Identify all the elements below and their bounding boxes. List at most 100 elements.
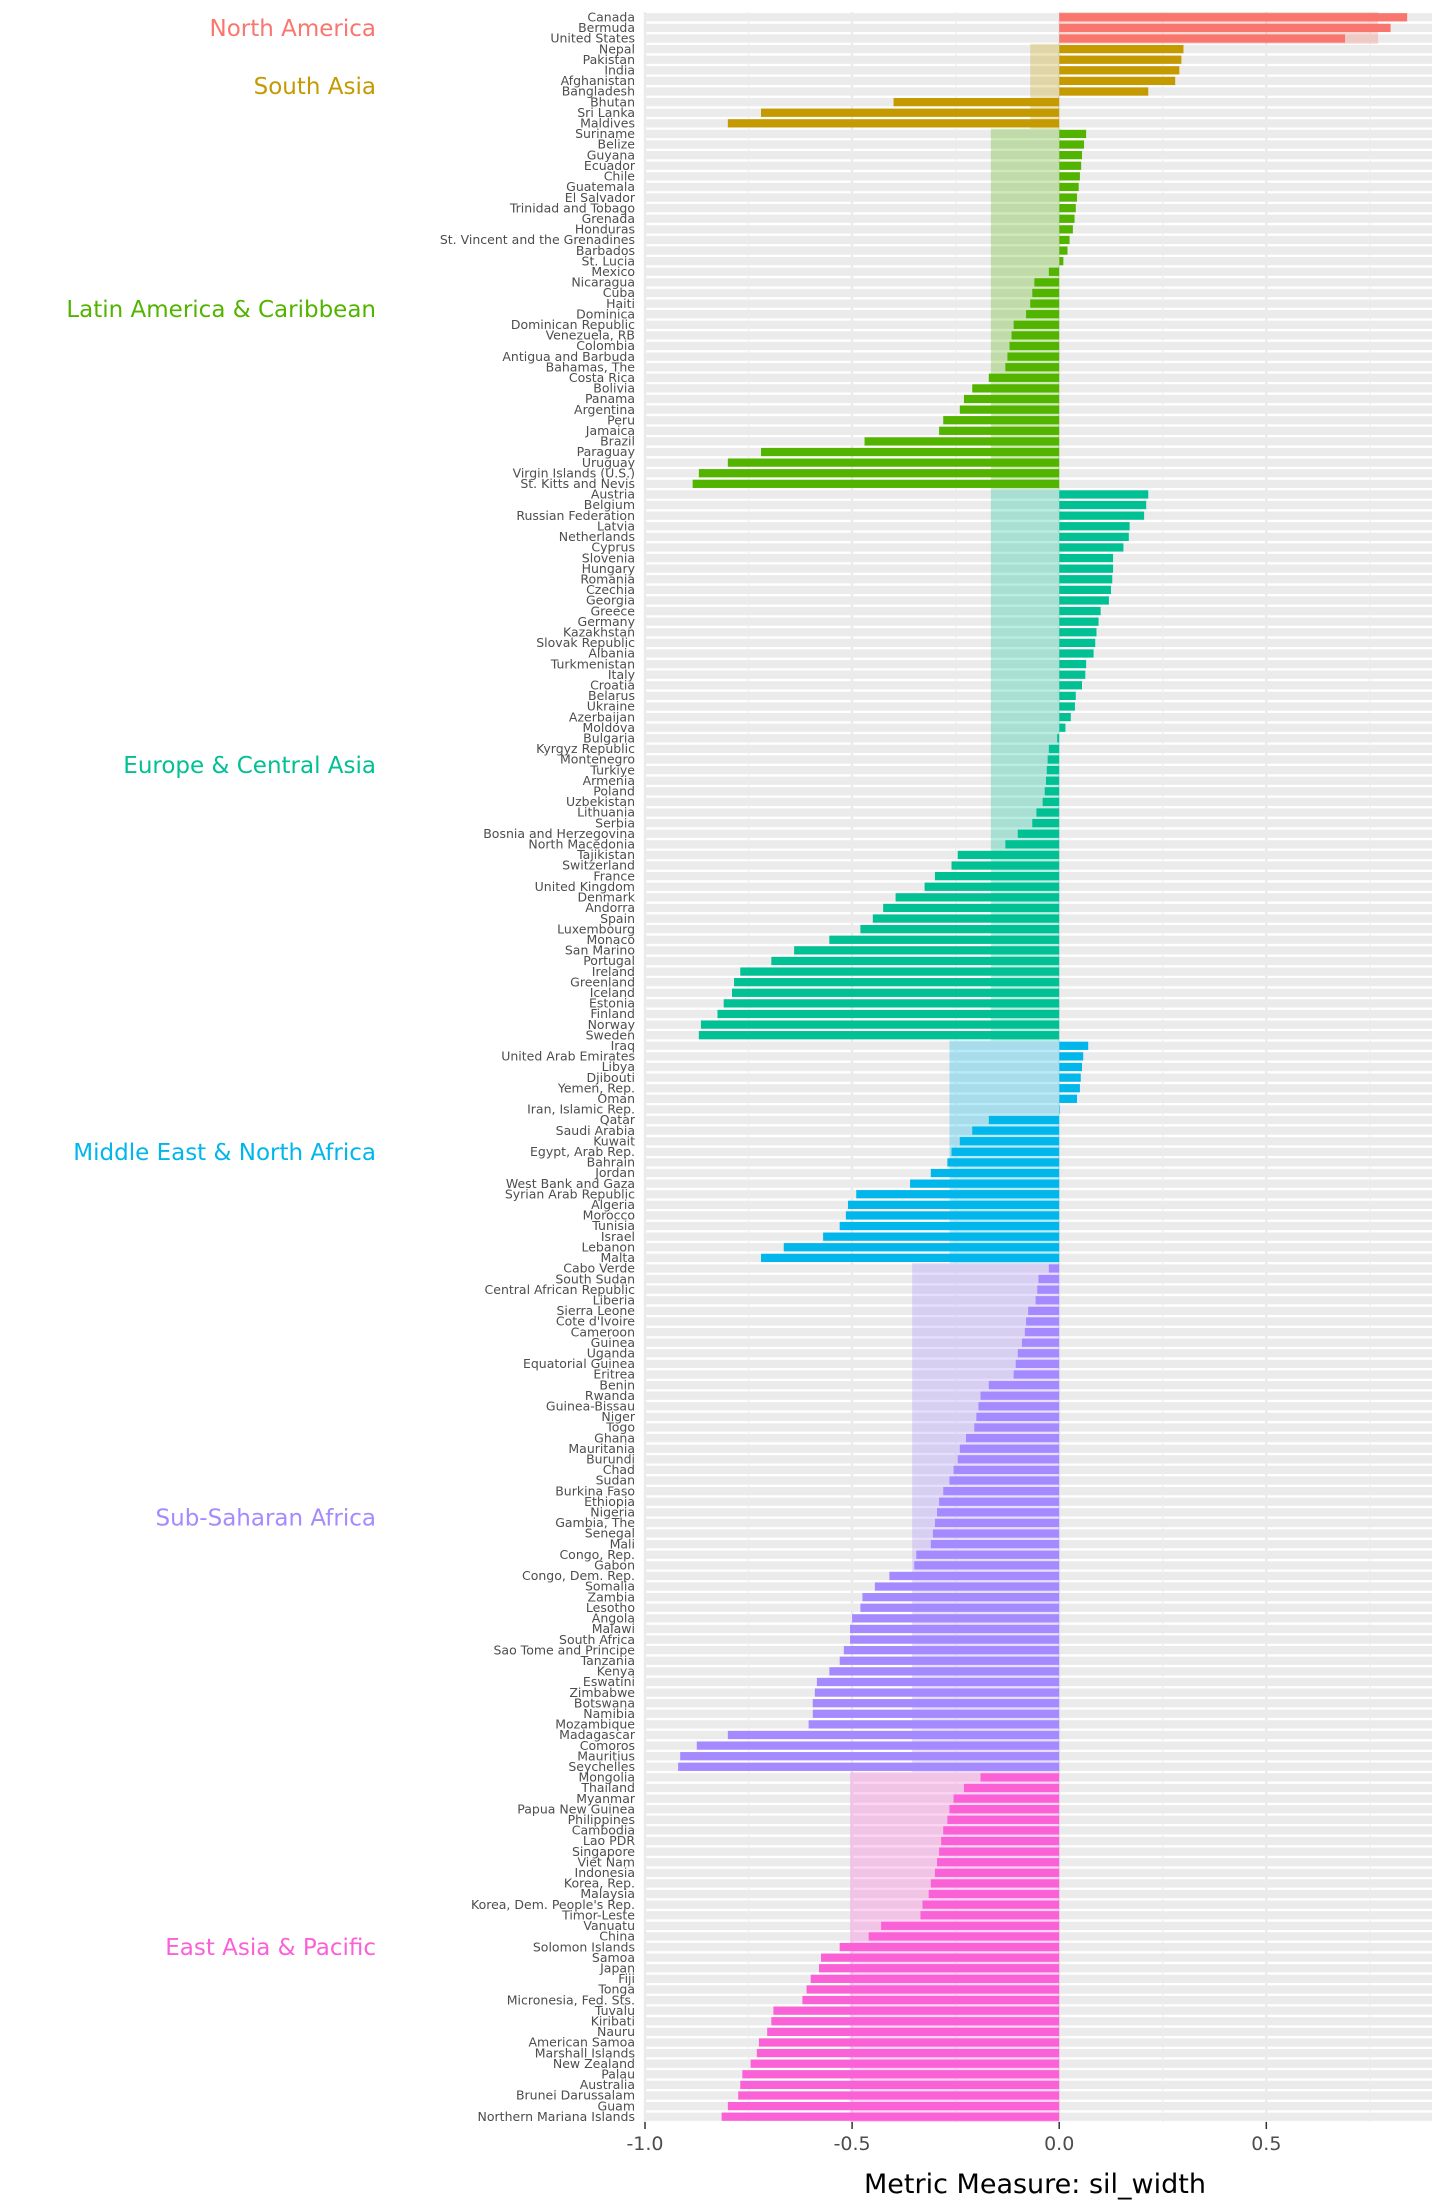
bar-nicaragua	[1034, 278, 1060, 287]
bar-mozambique	[808, 1720, 1060, 1729]
country-label-ukraine: Ukraine	[587, 699, 636, 714]
bar-zambia	[862, 1593, 1060, 1602]
country-label-italy: Italy	[608, 667, 636, 682]
country-label-bulgaria: Bulgaria	[583, 731, 635, 746]
country-label-nicaragua: Nicaragua	[571, 275, 635, 290]
group-band-sub-saharan-africa	[912, 1263, 1060, 1773]
country-label-ghana: Ghana	[594, 1430, 635, 1445]
country-label-iraq: Iraq	[611, 1038, 635, 1053]
bar-guam	[727, 2101, 1060, 2111]
bar-south-sudan	[1038, 1274, 1060, 1284]
country-label-bangladesh: Bangladesh	[562, 84, 635, 99]
country-label-palau: Palau	[601, 2066, 635, 2081]
bar-oman	[1059, 1094, 1078, 1103]
country-label-turkiye: Turkiye	[589, 762, 635, 777]
bar-latvia	[1059, 522, 1130, 531]
bar-israel	[823, 1232, 1060, 1241]
bar-lao-pdr	[941, 1836, 1060, 1846]
bar-armenia	[1045, 776, 1060, 785]
country-label-new-zealand: New Zealand	[553, 2056, 635, 2071]
bar-togo	[974, 1423, 1060, 1432]
bar-new-zealand	[750, 2059, 1060, 2068]
bar-malaysia	[928, 1889, 1060, 1899]
country-label-belarus: Belarus	[588, 688, 635, 703]
x-tick-label: -1.0	[626, 2133, 663, 2155]
bar-philippines	[947, 1815, 1060, 1824]
country-label-guinea-bissau: Guinea-Bissau	[546, 1398, 635, 1413]
country-label-american-samoa: American Samoa	[528, 2035, 635, 2050]
country-label-eswatini: Eswatini	[583, 1674, 635, 1689]
bar-kuwait	[959, 1137, 1060, 1146]
bar-tuvalu	[773, 2006, 1060, 2015]
bar-american-samoa	[758, 2038, 1060, 2047]
country-label-maldives: Maldives	[580, 116, 635, 131]
country-label-south-africa: South Africa	[559, 1632, 635, 1647]
country-label-poland: Poland	[593, 784, 635, 799]
bar-austria	[1059, 490, 1149, 499]
country-label-south-sudan: South Sudan	[555, 1271, 635, 1286]
country-label-solomon-islands: Solomon Islands	[533, 1939, 635, 1954]
country-label-sweden: Sweden	[586, 1027, 635, 1042]
country-label-nauru: Nauru	[597, 2024, 635, 2039]
country-label-st-kitts-and-nevis: St. Kitts and Nevis	[520, 476, 635, 491]
bar-tunisia	[839, 1221, 1060, 1231]
bar-china	[868, 1932, 1060, 1941]
bar-gambia-the	[934, 1518, 1060, 1528]
bar-st-vincent-and-the-grenadines	[1059, 235, 1070, 245]
bar-azerbaijan	[1059, 712, 1071, 722]
bar-bermuda	[1059, 23, 1391, 33]
bar-spain	[872, 914, 1060, 923]
bar-tonga	[806, 1985, 1060, 1994]
country-label-morocco: Morocco	[583, 1208, 635, 1223]
bar-chad	[953, 1465, 1060, 1475]
bar-malawi	[850, 1624, 1060, 1634]
country-label-sudan: Sudan	[596, 1473, 635, 1488]
country-label-luxembourg: Luxembourg	[557, 921, 635, 936]
bar-trinidad-and-tobago	[1059, 204, 1076, 213]
country-label-russian-federation: Russian Federation	[516, 508, 635, 523]
country-label-honduras: Honduras	[575, 222, 635, 237]
bar-palau	[742, 2070, 1060, 2079]
bar-andorra	[883, 903, 1060, 913]
country-label-bermuda: Bermuda	[578, 20, 635, 35]
bar-costa-rica	[988, 373, 1060, 382]
country-label-togo: Togo	[605, 1420, 635, 1435]
bar-benin	[988, 1380, 1060, 1390]
bar-tanzania	[839, 1656, 1060, 1665]
bar-seychelles	[678, 1762, 1060, 1771]
bar-virgin-islands-u-s	[698, 469, 1060, 478]
country-label-malaysia: Malaysia	[580, 1886, 635, 1901]
bar-croatia	[1059, 681, 1082, 690]
bar-tajikistan	[957, 850, 1060, 860]
bar-senegal	[932, 1529, 1060, 1538]
bar-bosnia-and-herzegovina	[1017, 829, 1060, 838]
country-label-vanuatu: Vanuatu	[583, 1918, 635, 1933]
country-label-united-kingdom: United Kingdom	[535, 879, 635, 894]
bar-argentina	[959, 405, 1060, 414]
bar-kyrgyz-republic	[1048, 744, 1060, 754]
bar-liberia	[1035, 1296, 1060, 1305]
bar-papua-new-guinea	[949, 1805, 1060, 1814]
country-label-madagascar: Madagascar	[559, 1727, 636, 1742]
bar-chile	[1059, 172, 1080, 181]
bar-switzerland	[951, 861, 1060, 870]
bar-san-marino	[794, 946, 1060, 955]
bar-cote-d-ivoire	[1026, 1317, 1060, 1326]
country-label-finland: Finland	[590, 1006, 635, 1021]
country-label-georgia: Georgia	[586, 593, 635, 608]
country-label-lesotho: Lesotho	[586, 1600, 635, 1615]
bar-dominican-republic	[1013, 320, 1060, 329]
country-label-burkina-faso: Burkina Faso	[555, 1483, 635, 1498]
bar-haiti	[1030, 299, 1060, 308]
bar-france	[934, 872, 1060, 881]
country-label-united-arab-emirates: United Arab Emirates	[501, 1049, 635, 1064]
country-label-mali: Mali	[610, 1536, 635, 1551]
country-label-grenada: Grenada	[582, 211, 635, 226]
country-label-peru: Peru	[607, 412, 635, 427]
country-label-st-lucia: St. Lucia	[582, 253, 635, 268]
country-label-slovenia: Slovenia	[582, 550, 635, 565]
country-label-qatar: Qatar	[600, 1112, 636, 1127]
bar-portugal	[771, 956, 1060, 966]
bar-turkiye	[1046, 765, 1060, 775]
country-label-monaco: Monaco	[586, 932, 635, 947]
